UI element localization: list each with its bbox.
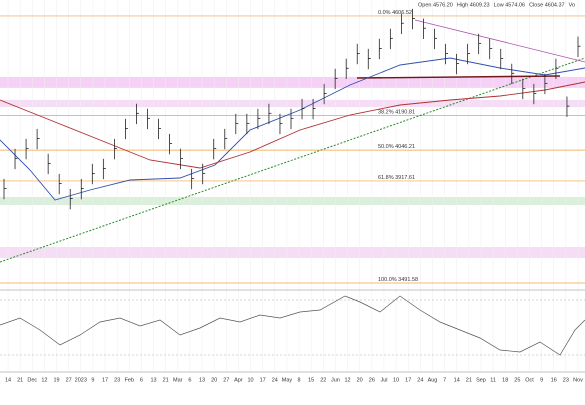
x-tick-label: 22 <box>320 377 326 383</box>
x-tick-label: 21 <box>466 377 472 383</box>
x-tick-label: Nov <box>573 377 583 383</box>
x-tick-label: Jul <box>380 377 387 383</box>
x-tick-label: 10 <box>247 377 253 383</box>
x-tick-label: 9 <box>540 377 543 383</box>
moving-average <box>0 57 585 201</box>
x-tick-label: 25 <box>514 377 520 383</box>
x-tick-label: 19 <box>53 377 59 383</box>
x-tick-label: 7 <box>443 377 446 383</box>
x-tick-label: 17 <box>405 377 411 383</box>
moving-average <box>0 81 585 169</box>
x-tick-label: 2023 <box>75 377 87 383</box>
x-tick-label: 10 <box>393 377 399 383</box>
x-tick-label: 23 <box>114 377 120 383</box>
x-tick-label: 6 <box>188 377 191 383</box>
x-tick-label: Dec <box>27 377 37 383</box>
fib-label: 50.0% 4046.21 <box>378 144 415 150</box>
ohlc-header: Low 4574.06 <box>494 2 526 8</box>
trend-line <box>356 75 561 79</box>
x-tick-label: Jun <box>331 377 340 383</box>
x-tick-label: 11 <box>490 377 496 383</box>
ohlc-header: Vo <box>569 2 575 8</box>
x-tick-label: 12 <box>345 377 351 383</box>
x-tick-label: 14 <box>5 377 11 383</box>
x-tick-label: 21 <box>17 377 23 383</box>
trend-line <box>0 57 585 263</box>
x-tick-label: 6 <box>140 377 143 383</box>
zone <box>0 99 585 108</box>
x-tick-label: 17 <box>102 377 108 383</box>
x-tick-label: 13 <box>150 377 156 383</box>
x-tick-label: 15 <box>308 377 314 383</box>
ohlc-header: High 4609.23 <box>457 2 490 8</box>
fib-label: 38.2% 4190.81 <box>378 109 415 115</box>
x-tick-label: 20 <box>357 377 363 383</box>
x-tick-label: 27 <box>223 377 229 383</box>
x-tick-label: Oct <box>525 377 534 383</box>
x-tick-label: 12 <box>41 377 47 383</box>
x-tick-label: Sep <box>476 377 486 383</box>
x-tick-label: 26 <box>369 377 375 383</box>
x-tick-label: 8 <box>298 377 301 383</box>
x-tick-label: 23 <box>563 377 569 383</box>
x-tick-label: Mar <box>173 377 183 383</box>
zone <box>0 196 585 206</box>
x-tick-label: 9 <box>91 377 94 383</box>
x-tick-label: 24 <box>272 377 278 383</box>
x-tick-label: 21 <box>163 377 169 383</box>
ohlc-header: Open 4576.20 <box>418 2 453 8</box>
zone <box>0 246 585 258</box>
x-tick-label: Aug <box>428 377 438 383</box>
x-tick-label: 17 <box>260 377 266 383</box>
x-tick-label: 14 <box>454 377 460 383</box>
fib-label: 61.8% 3917.61 <box>378 175 415 181</box>
x-tick-label: Feb <box>125 377 134 383</box>
x-tick-label: 13 <box>199 377 205 383</box>
fib-label: 0.0% 4606.52 <box>378 10 412 16</box>
indicator-line <box>0 295 585 356</box>
ohlc-header: Close 4604.37 <box>529 2 564 8</box>
zone <box>0 76 585 88</box>
x-tick-label: 27 <box>66 377 72 383</box>
x-tick-label: 24 <box>417 377 423 383</box>
x-tick-label: 18 <box>502 377 508 383</box>
trend-line <box>414 19 585 63</box>
x-tick-label: May <box>282 377 293 383</box>
x-tick-label: 16 <box>551 377 557 383</box>
fib-label: 100.0% 3491.58 <box>378 277 418 283</box>
x-tick-label: 20 <box>211 377 217 383</box>
x-tick-label: Apr <box>234 377 243 383</box>
